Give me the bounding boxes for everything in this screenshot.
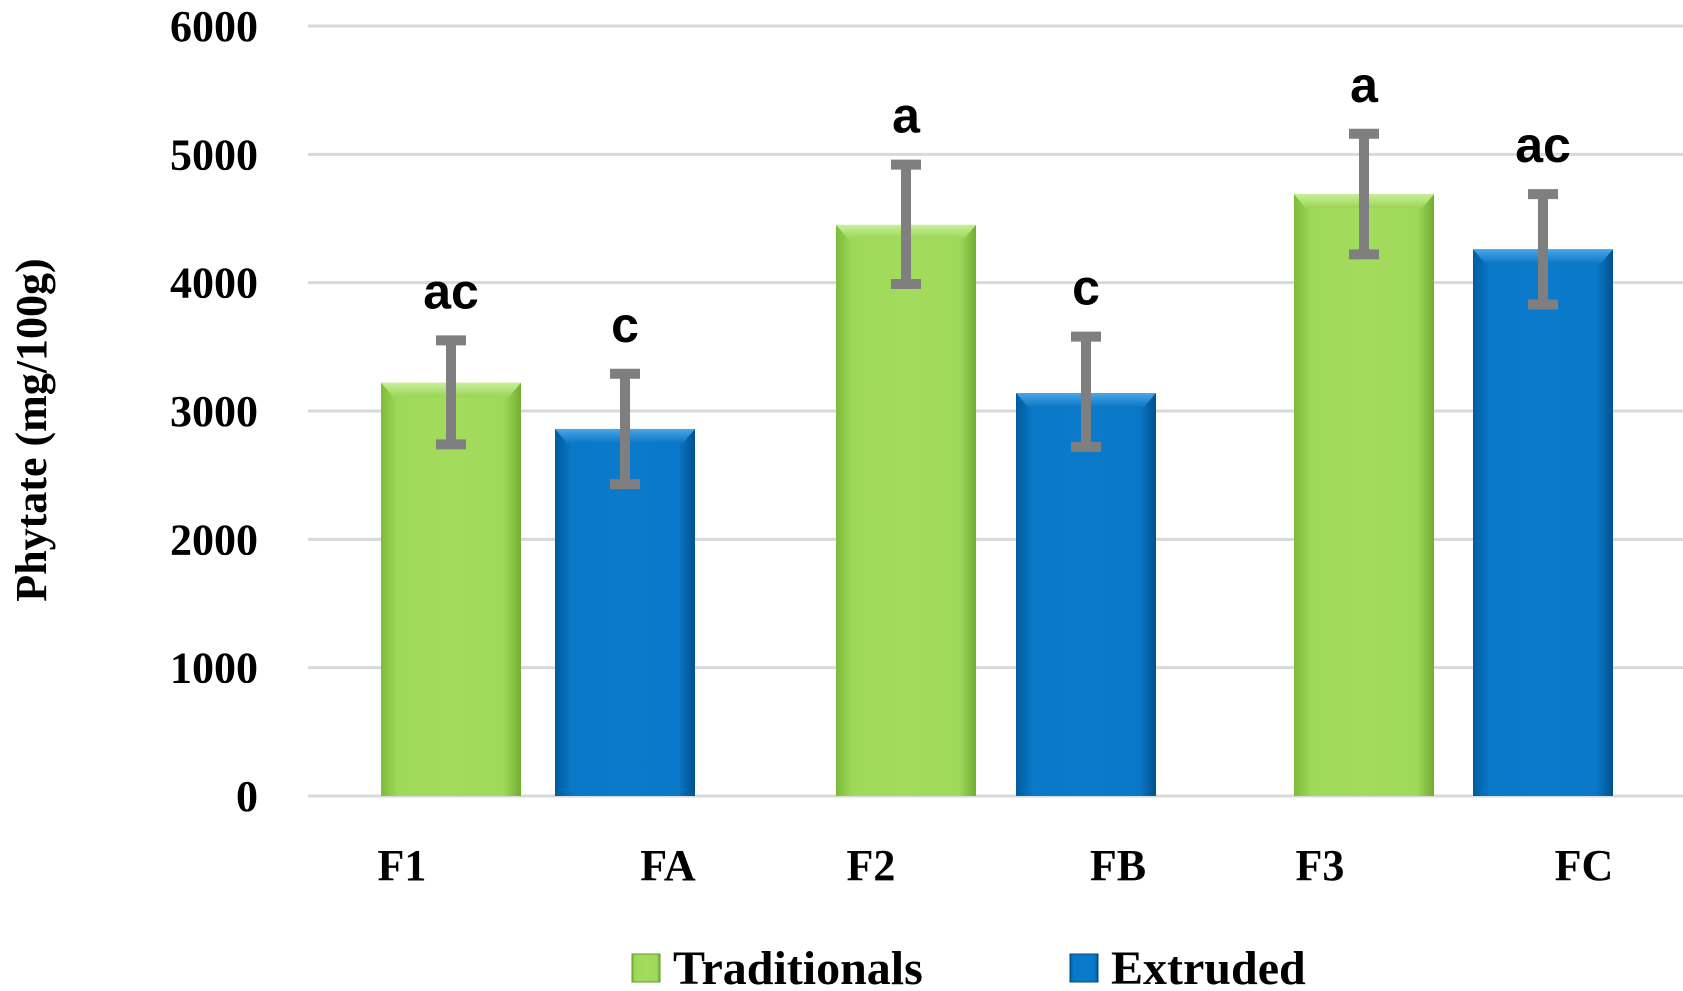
bar-body bbox=[1473, 249, 1613, 797]
bar-body bbox=[555, 428, 695, 796]
error-bar bbox=[610, 368, 640, 490]
y-tick-label: 3000 bbox=[170, 387, 258, 436]
y-tick-label: 6000 bbox=[170, 2, 258, 51]
significance-label: a bbox=[1350, 57, 1379, 113]
significance-label: c bbox=[611, 297, 639, 353]
bar bbox=[1294, 194, 1434, 796]
x-tick-label: F2 bbox=[847, 841, 896, 890]
y-tick-label: 0 bbox=[236, 772, 258, 821]
y-tick-label: 2000 bbox=[170, 515, 258, 564]
bar-body bbox=[1016, 393, 1156, 796]
legend-label: Extruded bbox=[1111, 942, 1306, 991]
bar bbox=[1473, 249, 1613, 797]
bar-body bbox=[1294, 194, 1434, 796]
error-bars bbox=[436, 128, 1558, 490]
legend-item: Extruded bbox=[1069, 942, 1306, 991]
legend-label: Traditionals bbox=[673, 942, 923, 991]
error-bar bbox=[1349, 128, 1379, 260]
x-tick-label: FB bbox=[1090, 841, 1146, 890]
y-tick-label: 1000 bbox=[170, 644, 258, 693]
legend-swatch bbox=[631, 953, 661, 983]
x-tick-label: FC bbox=[1555, 841, 1614, 890]
bar bbox=[836, 224, 976, 796]
error-bar bbox=[891, 159, 921, 289]
bar-body bbox=[836, 224, 976, 796]
error-bar bbox=[1528, 189, 1558, 310]
x-tick-label: F1 bbox=[378, 841, 427, 890]
significance-label: c bbox=[1072, 260, 1100, 316]
significance-label: ac bbox=[1515, 117, 1571, 173]
bar bbox=[1016, 393, 1156, 796]
y-axis-title: Phytate (mg/100g) bbox=[7, 258, 56, 601]
bar-body bbox=[381, 382, 521, 796]
y-tick-label: 4000 bbox=[170, 259, 258, 308]
y-gridlines bbox=[308, 24, 1683, 798]
error-bar bbox=[436, 335, 466, 450]
x-axis-categories: F1 FA F2 FB F3 FC bbox=[378, 841, 1614, 890]
significance-label: ac bbox=[423, 263, 479, 319]
x-tick-label: F3 bbox=[1296, 841, 1345, 890]
error-bar bbox=[1071, 331, 1101, 452]
x-tick-label: FA bbox=[640, 841, 696, 890]
legend-swatch bbox=[1069, 953, 1099, 983]
bars bbox=[381, 194, 1613, 797]
legend-item: Traditionals bbox=[631, 942, 923, 991]
significance-label: a bbox=[892, 88, 921, 144]
bar bbox=[555, 428, 695, 796]
y-axis-ticks: 0 1000 2000 3000 4000 5000 6000 bbox=[170, 2, 258, 821]
y-tick-label: 5000 bbox=[170, 130, 258, 179]
legend: Traditionals Extruded bbox=[631, 942, 1306, 991]
